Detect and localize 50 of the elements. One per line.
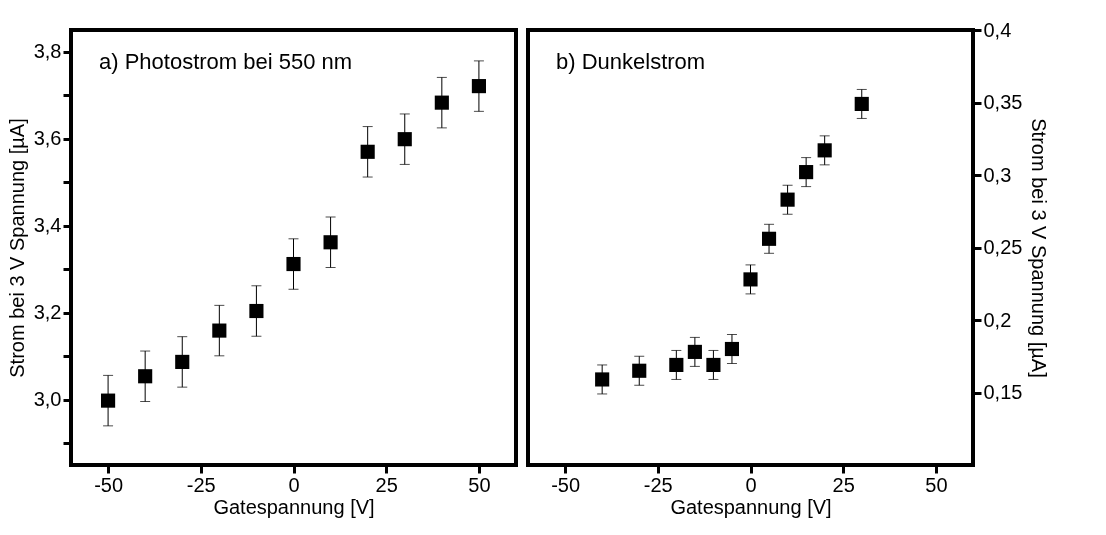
point (854, 96, 869, 112)
y2-axis-title: Strom bei 3 V Spannung [µA] (1028, 118, 1051, 378)
x-tick-label: -25 (186, 473, 216, 496)
point (471, 79, 486, 94)
x-tick-label: -50 (94, 473, 124, 496)
text: b) Dunkelstrom (556, 49, 706, 74)
x-tick-label: 25 (375, 473, 398, 496)
point (249, 303, 264, 319)
x-tick-label: 0 (745, 473, 757, 496)
x-axis-title: Gatespannung [V] (670, 495, 832, 518)
point (632, 363, 647, 378)
y-tick-label: 3,8 (33, 40, 62, 63)
point (175, 354, 190, 369)
point (780, 192, 795, 207)
y2-tick-label: 0,4 (983, 18, 1012, 41)
x-tick-label: -50 (551, 473, 581, 496)
point (669, 357, 684, 373)
point (817, 143, 832, 158)
point (323, 235, 338, 250)
point (138, 369, 153, 384)
point (360, 144, 375, 159)
point (397, 132, 412, 147)
y2-tick-label: 0,15 (983, 381, 1023, 403)
text: a) Photostrom bei 550 nm (99, 49, 353, 74)
y-tick-label: 3,4 (33, 214, 62, 237)
x-tick-label: 50 (468, 473, 491, 496)
x-tick-label: -25 (643, 473, 673, 496)
point (101, 393, 116, 408)
y-tick-label: 3,0 (33, 388, 62, 411)
y2-tick-label: 0,35 (983, 91, 1023, 113)
y2-tick-label: 0,3 (983, 163, 1012, 186)
point (799, 165, 814, 180)
y2-tick-label: 0,25 (983, 236, 1023, 258)
y-tick-label: 3,2 (33, 301, 62, 324)
point (761, 231, 777, 246)
point (286, 256, 301, 272)
point (687, 344, 702, 359)
y-axis-title: Strom bei 3 V Spannung [µA] (5, 118, 28, 378)
point (595, 372, 610, 387)
y2-tick-label: 0,2 (983, 308, 1012, 331)
x-tick-label: 0 (288, 473, 300, 496)
point (434, 95, 449, 110)
x-tick-label: 50 (925, 473, 948, 496)
point (743, 272, 758, 287)
point (724, 341, 740, 357)
y-tick-label: 3,6 (33, 127, 62, 150)
point (212, 323, 227, 338)
point (706, 357, 721, 373)
x-axis-title: Gatespannung [V] (213, 495, 375, 518)
x-tick-label: 25 (832, 473, 855, 496)
